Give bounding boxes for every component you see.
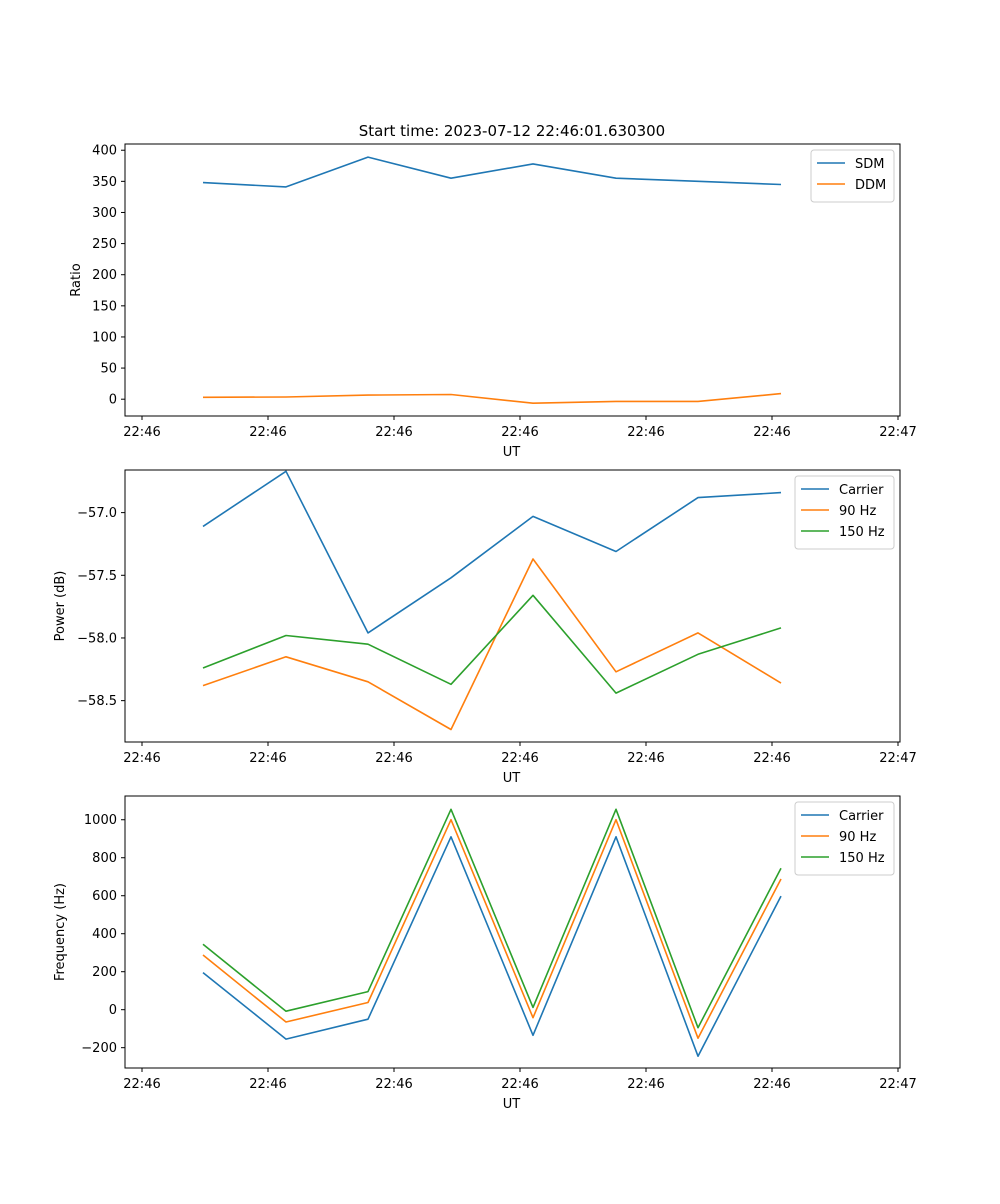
legend-label: 90 Hz bbox=[839, 830, 876, 845]
x-tick-label: 22:47 bbox=[879, 751, 916, 766]
legend-label: 150 Hz bbox=[839, 525, 885, 540]
x-tick-label: 22:46 bbox=[627, 751, 664, 766]
x-tick-label: 22:46 bbox=[123, 425, 160, 440]
y-tick-label: 250 bbox=[92, 237, 117, 252]
series-line-ddm bbox=[202, 392, 782, 405]
y-tick-label: 600 bbox=[92, 889, 117, 904]
x-tick-label: 22:47 bbox=[879, 425, 916, 440]
legend-label: DDM bbox=[855, 178, 886, 193]
x-tick-label: 22:46 bbox=[123, 751, 160, 766]
y-tick-label: −200 bbox=[81, 1041, 117, 1056]
x-axis-label: UT bbox=[503, 445, 521, 460]
legend: SDM DDM bbox=[810, 149, 895, 203]
x-tick-label: 22:46 bbox=[501, 1077, 538, 1092]
y-tick-label: −58.5 bbox=[77, 694, 117, 709]
y-tick-label: 0 bbox=[109, 1003, 117, 1018]
x-tick-label: 22:46 bbox=[123, 1077, 160, 1092]
y-tick-label: 350 bbox=[92, 175, 117, 190]
y-axis-label: Ratio bbox=[69, 263, 84, 296]
x-tick-label: 22:46 bbox=[627, 1077, 664, 1092]
axes-frame bbox=[124, 795, 901, 1069]
x-tick-label: 22:46 bbox=[249, 425, 286, 440]
legend: Carrier 90 Hz 150 Hz bbox=[794, 475, 895, 550]
legend: Carrier 90 Hz 150 Hz bbox=[794, 801, 895, 876]
y-tick-label: 800 bbox=[92, 851, 117, 866]
series-line-150-hz bbox=[202, 808, 782, 1029]
subplot-2: 22:46 22:46 22:46 22:46 22:46 22:46 22:47 UT −57… bbox=[53, 469, 917, 786]
series-line-150-hz bbox=[202, 594, 782, 694]
y-axis-label: Frequency (Hz) bbox=[53, 883, 68, 981]
legend-label: 150 Hz bbox=[839, 851, 885, 866]
y-tick-label: 0 bbox=[109, 393, 117, 408]
x-tick-label: 22:47 bbox=[879, 1077, 916, 1092]
legend-label: Carrier bbox=[839, 483, 884, 498]
x-tick-label: 22:46 bbox=[249, 751, 286, 766]
y-tick-label: 1000 bbox=[84, 813, 117, 828]
y-tick-label: 200 bbox=[92, 965, 117, 980]
axes-frame bbox=[124, 469, 901, 743]
x-tick-label: 22:46 bbox=[375, 751, 412, 766]
y-tick-label: 400 bbox=[92, 927, 117, 942]
subplot-1: 22:46 22:46 22:46 22:46 22:46 22:46 22:47 UT 0 50… bbox=[69, 143, 917, 460]
x-tick-label: 22:46 bbox=[627, 425, 664, 440]
series-line-carrier bbox=[202, 470, 782, 634]
series-line-90-hz bbox=[202, 558, 782, 731]
y-tick-label: −58.0 bbox=[77, 631, 117, 646]
y-axis-label: Power (dB) bbox=[53, 571, 68, 642]
y-tick-label: −57.0 bbox=[77, 506, 117, 521]
series-line-sdm bbox=[202, 156, 782, 188]
x-tick-label: 22:46 bbox=[375, 425, 412, 440]
axes-frame bbox=[124, 143, 901, 417]
legend-label: Carrier bbox=[839, 809, 884, 824]
x-tick-label: 22:46 bbox=[753, 751, 790, 766]
x-tick-label: 22:46 bbox=[249, 1077, 286, 1092]
y-tick-label: 150 bbox=[92, 299, 117, 314]
x-tick-label: 22:46 bbox=[501, 425, 538, 440]
series-line-carrier bbox=[202, 835, 782, 1057]
subplot-3: 22:46 22:46 22:46 22:46 22:46 22:46 22:47 UT −20… bbox=[53, 795, 917, 1112]
y-tick-label: −57.5 bbox=[77, 569, 117, 584]
x-tick-label: 22:46 bbox=[753, 425, 790, 440]
x-tick-label: 22:46 bbox=[375, 1077, 412, 1092]
legend-label: SDM bbox=[855, 157, 884, 172]
legend-label: 90 Hz bbox=[839, 504, 876, 519]
y-tick-label: 300 bbox=[92, 206, 117, 221]
figure-title: Start time: 2023-07-12 22:46:01.630300 bbox=[359, 122, 665, 140]
x-tick-label: 22:46 bbox=[753, 1077, 790, 1092]
x-tick-label: 22:46 bbox=[501, 751, 538, 766]
x-axis-label: UT bbox=[503, 1097, 521, 1112]
series-line-90-hz bbox=[202, 818, 782, 1039]
y-tick-label: 200 bbox=[92, 268, 117, 283]
y-tick-label: 400 bbox=[92, 144, 117, 159]
y-tick-label: 50 bbox=[100, 362, 117, 377]
y-tick-label: 100 bbox=[92, 330, 117, 345]
x-axis-label: UT bbox=[503, 771, 521, 786]
